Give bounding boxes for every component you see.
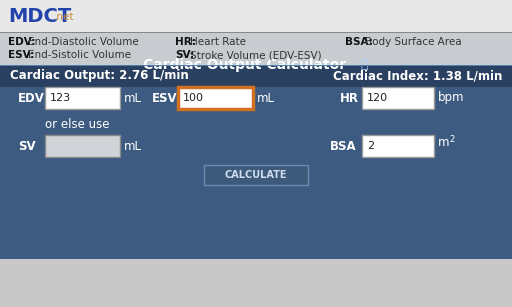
Bar xyxy=(0,20,512,34)
Bar xyxy=(0,0,512,32)
Text: mL: mL xyxy=(124,139,142,153)
Text: Cardiac Output Calculator: Cardiac Output Calculator xyxy=(8,28,189,41)
Text: End-Sistolic Volume: End-Sistolic Volume xyxy=(28,50,131,60)
Bar xyxy=(0,51,512,259)
Text: BSA:: BSA: xyxy=(345,37,373,47)
Bar xyxy=(362,135,434,157)
Text: Stroke Volume (EDV-ESV): Stroke Volume (EDV-ESV) xyxy=(190,50,322,60)
Text: Body Surface Area: Body Surface Area xyxy=(365,37,462,47)
Bar xyxy=(0,0,512,20)
Text: 123: 123 xyxy=(50,93,71,103)
Text: MDCT: MDCT xyxy=(8,6,71,25)
Text: ESV: ESV xyxy=(152,91,178,104)
Text: Heart Rate: Heart Rate xyxy=(190,37,246,47)
Bar xyxy=(362,87,434,109)
Bar xyxy=(0,32,512,65)
Text: mL: mL xyxy=(257,91,275,104)
Text: EDV: EDV xyxy=(18,91,45,104)
Text: bpm: bpm xyxy=(438,91,464,104)
Text: End-Diastolic Volume: End-Diastolic Volume xyxy=(28,37,139,47)
Text: SV: SV xyxy=(18,139,36,153)
Text: ⓘ: ⓘ xyxy=(360,59,368,72)
Text: EDV:: EDV: xyxy=(8,37,35,47)
Text: mL: mL xyxy=(124,91,142,104)
Text: Cardiac Output Calculator: Cardiac Output Calculator xyxy=(143,58,347,72)
Bar xyxy=(178,87,253,109)
Bar xyxy=(0,48,512,51)
Bar xyxy=(0,0,512,20)
Text: 120: 120 xyxy=(367,93,388,103)
Text: SV:: SV: xyxy=(175,50,194,60)
Text: Cardiac Index: 1.38 L/min: Cardiac Index: 1.38 L/min xyxy=(333,69,502,83)
Bar xyxy=(0,65,512,87)
Text: Cardiac Output: 2.76 L/min: Cardiac Output: 2.76 L/min xyxy=(10,69,189,83)
Text: HR: HR xyxy=(340,91,359,104)
Text: or else use: or else use xyxy=(45,118,110,130)
Bar xyxy=(0,65,512,66)
Text: 2: 2 xyxy=(449,134,454,143)
Bar xyxy=(45,135,120,157)
Bar xyxy=(204,165,308,185)
Bar xyxy=(0,20,512,48)
Text: HR:: HR: xyxy=(175,37,196,47)
Text: 100: 100 xyxy=(183,93,204,103)
Bar xyxy=(0,51,512,79)
Text: 2: 2 xyxy=(367,141,374,151)
Text: .net: .net xyxy=(54,12,75,22)
Text: BSA: BSA xyxy=(330,139,357,153)
Text: CALCULATE: CALCULATE xyxy=(225,170,287,180)
Text: 12:30 PM: 12:30 PM xyxy=(442,5,500,15)
Bar xyxy=(0,32,512,33)
Text: ESV:: ESV: xyxy=(8,50,34,60)
Bar xyxy=(45,87,120,109)
Text: m: m xyxy=(438,137,450,150)
